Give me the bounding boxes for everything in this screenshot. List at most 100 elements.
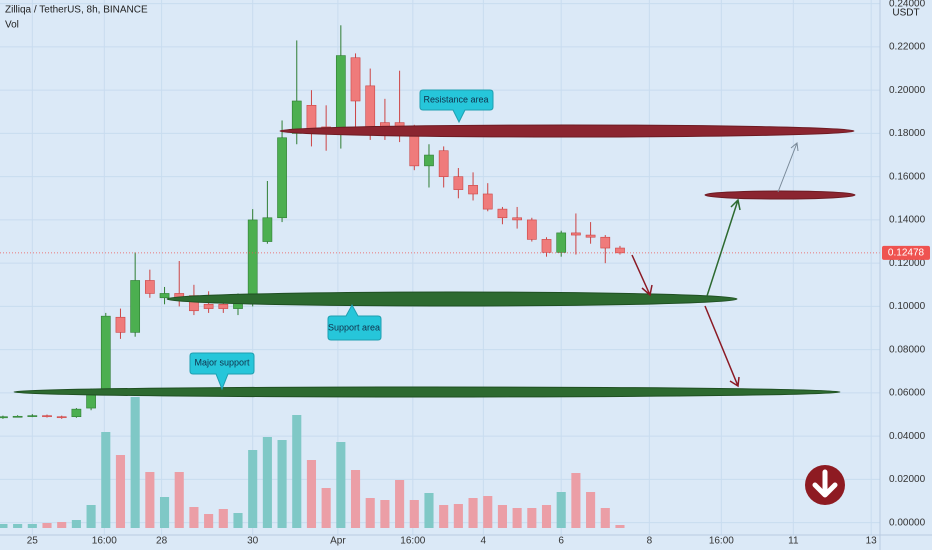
- candle-body: [556, 232, 567, 253]
- volume-bar: [571, 473, 581, 528]
- candle-body: [453, 176, 464, 190]
- volume-bar: [27, 524, 37, 528]
- last-price-label: 0.12478: [888, 247, 925, 258]
- x-tick-label: 16:00: [400, 536, 425, 547]
- y-tick-label: 0.12000: [889, 258, 926, 269]
- volume-bar: [248, 450, 258, 528]
- x-tick-label: 25: [27, 536, 39, 547]
- candle-body: [571, 232, 581, 236]
- candle-body: [615, 247, 625, 254]
- candle-body: [100, 315, 111, 394]
- callout-box: [189, 352, 255, 391]
- candle-body: [144, 280, 155, 294]
- volume-layer: [0, 397, 625, 528]
- volume-bar: [395, 480, 405, 528]
- candle-body: [424, 154, 434, 167]
- volume-label: Vol: [5, 20, 19, 31]
- volume-bar: [115, 455, 126, 528]
- arrow: [704, 305, 740, 388]
- x-tick-label: 16:00: [709, 536, 734, 547]
- bearish-icon: [805, 465, 845, 505]
- y-tick-label: 0.14000: [889, 215, 926, 226]
- volume-bar: [365, 498, 375, 528]
- callout: Resistance area: [419, 89, 494, 124]
- x-tick-label: 28: [156, 536, 168, 547]
- candle-layer: [0, 25, 880, 419]
- y-tick-label: 0.24000: [889, 0, 926, 10]
- volume-bar: [439, 505, 449, 528]
- candle-body: [526, 219, 537, 240]
- y-tick-label: 0.22000: [889, 42, 926, 53]
- volume-bar: [453, 504, 463, 528]
- callout-box: [327, 303, 382, 341]
- volume-bar: [277, 440, 287, 528]
- volume-bar: [218, 509, 228, 528]
- y-tick-label: 0.00000: [889, 517, 926, 528]
- volume-bar: [174, 472, 184, 528]
- icon-arrow: [812, 469, 838, 498]
- target-zone: [704, 190, 856, 200]
- candle-body: [512, 217, 522, 221]
- candle-body: [468, 185, 478, 195]
- volume-bar: [101, 432, 111, 528]
- volume-bar: [615, 525, 625, 528]
- candle-body: [600, 236, 611, 249]
- y-tick-label: 0.02000: [889, 474, 926, 485]
- volume-bar: [86, 505, 96, 528]
- candle-body: [335, 55, 346, 134]
- candle-body: [12, 415, 23, 418]
- y-tick-label: 0.06000: [889, 388, 926, 399]
- volume-bar: [233, 513, 243, 528]
- volume-bar: [159, 497, 170, 528]
- volume-bar: [586, 492, 596, 528]
- callout-text: Support area: [328, 322, 380, 332]
- volume-bar: [541, 505, 552, 528]
- support-zone: [166, 291, 738, 307]
- volume-bar: [556, 492, 566, 528]
- volume-bar: [145, 472, 155, 528]
- candle-body: [42, 415, 52, 418]
- candle-body: [71, 408, 82, 418]
- y-tick-label: 0.10000: [889, 301, 926, 312]
- volume-bar: [71, 520, 81, 528]
- candle-body: [56, 416, 67, 419]
- volume-bar: [527, 508, 537, 528]
- x-tick-label: 30: [247, 536, 259, 547]
- major-support-zone: [13, 386, 841, 398]
- x-tick-label: 11: [788, 536, 799, 547]
- x-tick-label: 13: [866, 536, 878, 547]
- volume-bar: [204, 514, 214, 528]
- candle-body: [203, 303, 214, 309]
- candle-body: [497, 208, 508, 219]
- volume-bar: [57, 522, 67, 528]
- x-tick-label: 16:00: [92, 536, 117, 547]
- candle-body: [482, 193, 493, 210]
- price-axis-bg: [880, 0, 932, 550]
- callout-text: Resistance area: [423, 94, 488, 104]
- volume-bar: [130, 397, 140, 528]
- candle-body: [350, 57, 361, 102]
- volume-bar: [409, 500, 419, 528]
- candle-body: [541, 239, 552, 253]
- candle-body: [365, 85, 376, 128]
- y-tick-label: 0.04000: [889, 431, 926, 442]
- x-tick-label: 6: [558, 536, 564, 547]
- callout-box: [419, 89, 494, 124]
- candle-body: [585, 234, 596, 238]
- volume-bar: [424, 493, 434, 528]
- volume-bar: [42, 523, 52, 528]
- volume-bar: [350, 470, 361, 528]
- volume-bar: [321, 488, 331, 528]
- y-tick-label: 0.18000: [889, 128, 926, 139]
- candle-body: [247, 219, 258, 303]
- arrow: [706, 198, 741, 297]
- volume-bar: [262, 437, 272, 528]
- candle-body: [262, 217, 273, 242]
- volume-bar: [292, 415, 302, 528]
- callout: Major support: [189, 352, 255, 391]
- candle-body: [218, 303, 229, 309]
- x-tick-label: 4: [481, 536, 487, 547]
